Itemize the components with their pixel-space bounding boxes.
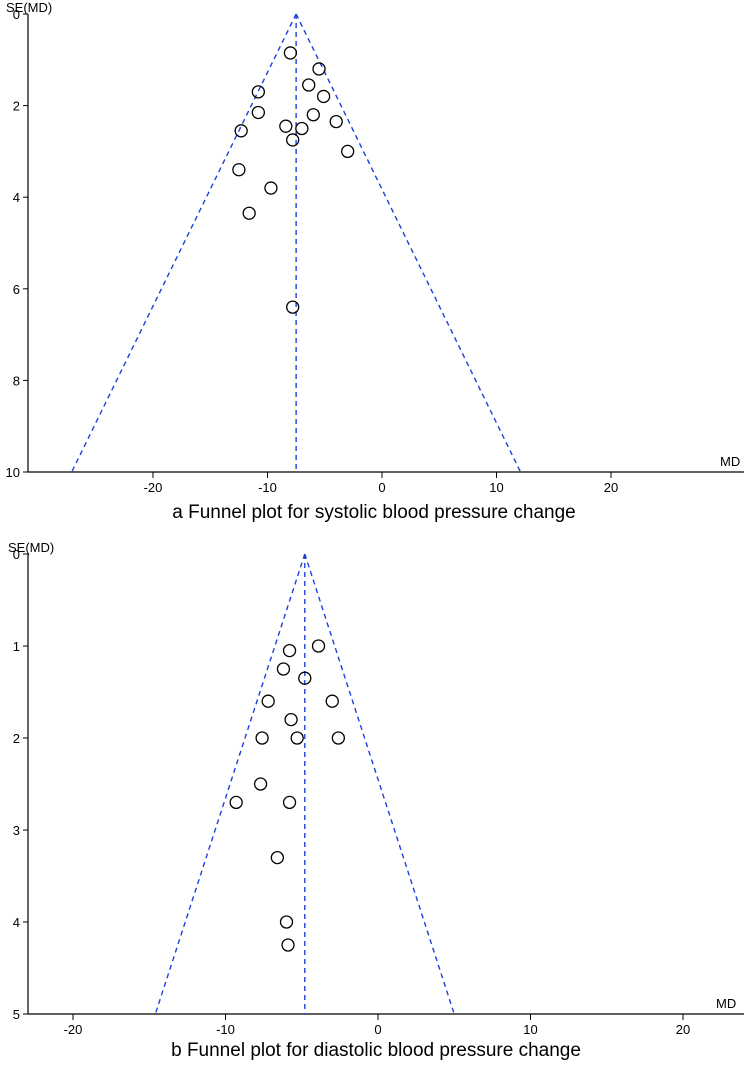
y-tick-label: 6 [13, 282, 20, 297]
y-axis-title: SE(MD) [8, 540, 54, 555]
study-point [295, 121, 309, 136]
y-tick-label: 1 [13, 639, 20, 654]
x-tick-label: 10 [489, 480, 503, 495]
x-tick-label: 20 [604, 480, 618, 495]
study-point [264, 181, 278, 195]
funnel-right-limit [304, 553, 455, 1015]
x-tick-label: -20 [64, 1022, 83, 1037]
x-tick-label: -20 [144, 480, 163, 495]
study-point [281, 938, 295, 952]
study-point [253, 777, 268, 791]
study-point [286, 300, 300, 314]
study-point [290, 731, 304, 745]
x-tick-label: 0 [378, 480, 385, 495]
y-axis-title: SE(MD) [6, 0, 52, 15]
study-point [298, 671, 312, 685]
chart-title: b Funnel plot for diastolic blood pressu… [171, 1040, 581, 1061]
study-point [331, 731, 346, 745]
funnel-left-limit [71, 13, 297, 473]
funnel-plot-b: SE(MD) MD b Funnel plot for diastolic bl… [0, 530, 744, 1072]
study-point [284, 712, 298, 727]
study-point [251, 85, 265, 99]
y-tick-label: 10 [6, 465, 20, 480]
study-point [251, 105, 265, 120]
study-point [234, 124, 248, 138]
y-tick-label: 4 [13, 190, 20, 205]
study-point [329, 114, 343, 129]
chart-title: a Funnel plot for systolic blood pressur… [172, 502, 575, 523]
x-axis-title: MD [716, 996, 736, 1011]
study-point [279, 915, 294, 929]
x-tick-label: 20 [676, 1022, 690, 1037]
study-point [316, 89, 331, 104]
study-point [282, 643, 297, 658]
study-point [261, 694, 275, 708]
study-point [302, 78, 316, 92]
y-tick-label: 3 [13, 823, 20, 838]
study-point [283, 46, 298, 60]
x-axis-title: MD [720, 454, 740, 469]
y-tick-label: 0 [13, 7, 20, 22]
study-point [282, 795, 297, 810]
funnel-plot-b-svg: SE(MD) MD b Funnel plot for diastolic bl… [8, 540, 744, 1061]
study-point [276, 662, 291, 676]
study-point [311, 639, 326, 653]
study-point [306, 108, 320, 122]
study-point [242, 206, 256, 220]
x-tick-label: 0 [374, 1022, 381, 1037]
study-point [229, 795, 243, 810]
y-tick-label: 0 [13, 547, 20, 562]
funnel-plot-a: SE(MD) MD a Funnel plot for systolic blo… [0, 0, 744, 530]
study-point [325, 694, 339, 708]
x-tick-label: 10 [523, 1022, 537, 1037]
y-tick-label: 8 [13, 373, 20, 388]
funnel-plot-a-svg: SE(MD) MD a Funnel plot for systolic blo… [6, 0, 744, 523]
study-point [340, 144, 355, 159]
study-point [270, 850, 285, 865]
x-tick-label: -10 [258, 480, 277, 495]
study-point [279, 119, 293, 133]
study-point [286, 133, 300, 147]
y-tick-label: 4 [13, 915, 20, 930]
y-tick-label: 5 [13, 1007, 20, 1022]
x-tick-label: -10 [216, 1022, 235, 1037]
funnel-right-limit [295, 13, 522, 473]
y-tick-label: 2 [13, 731, 20, 746]
study-point [232, 163, 246, 177]
study-point [255, 731, 269, 745]
study-point [312, 62, 326, 76]
y-tick-label: 2 [13, 99, 20, 114]
